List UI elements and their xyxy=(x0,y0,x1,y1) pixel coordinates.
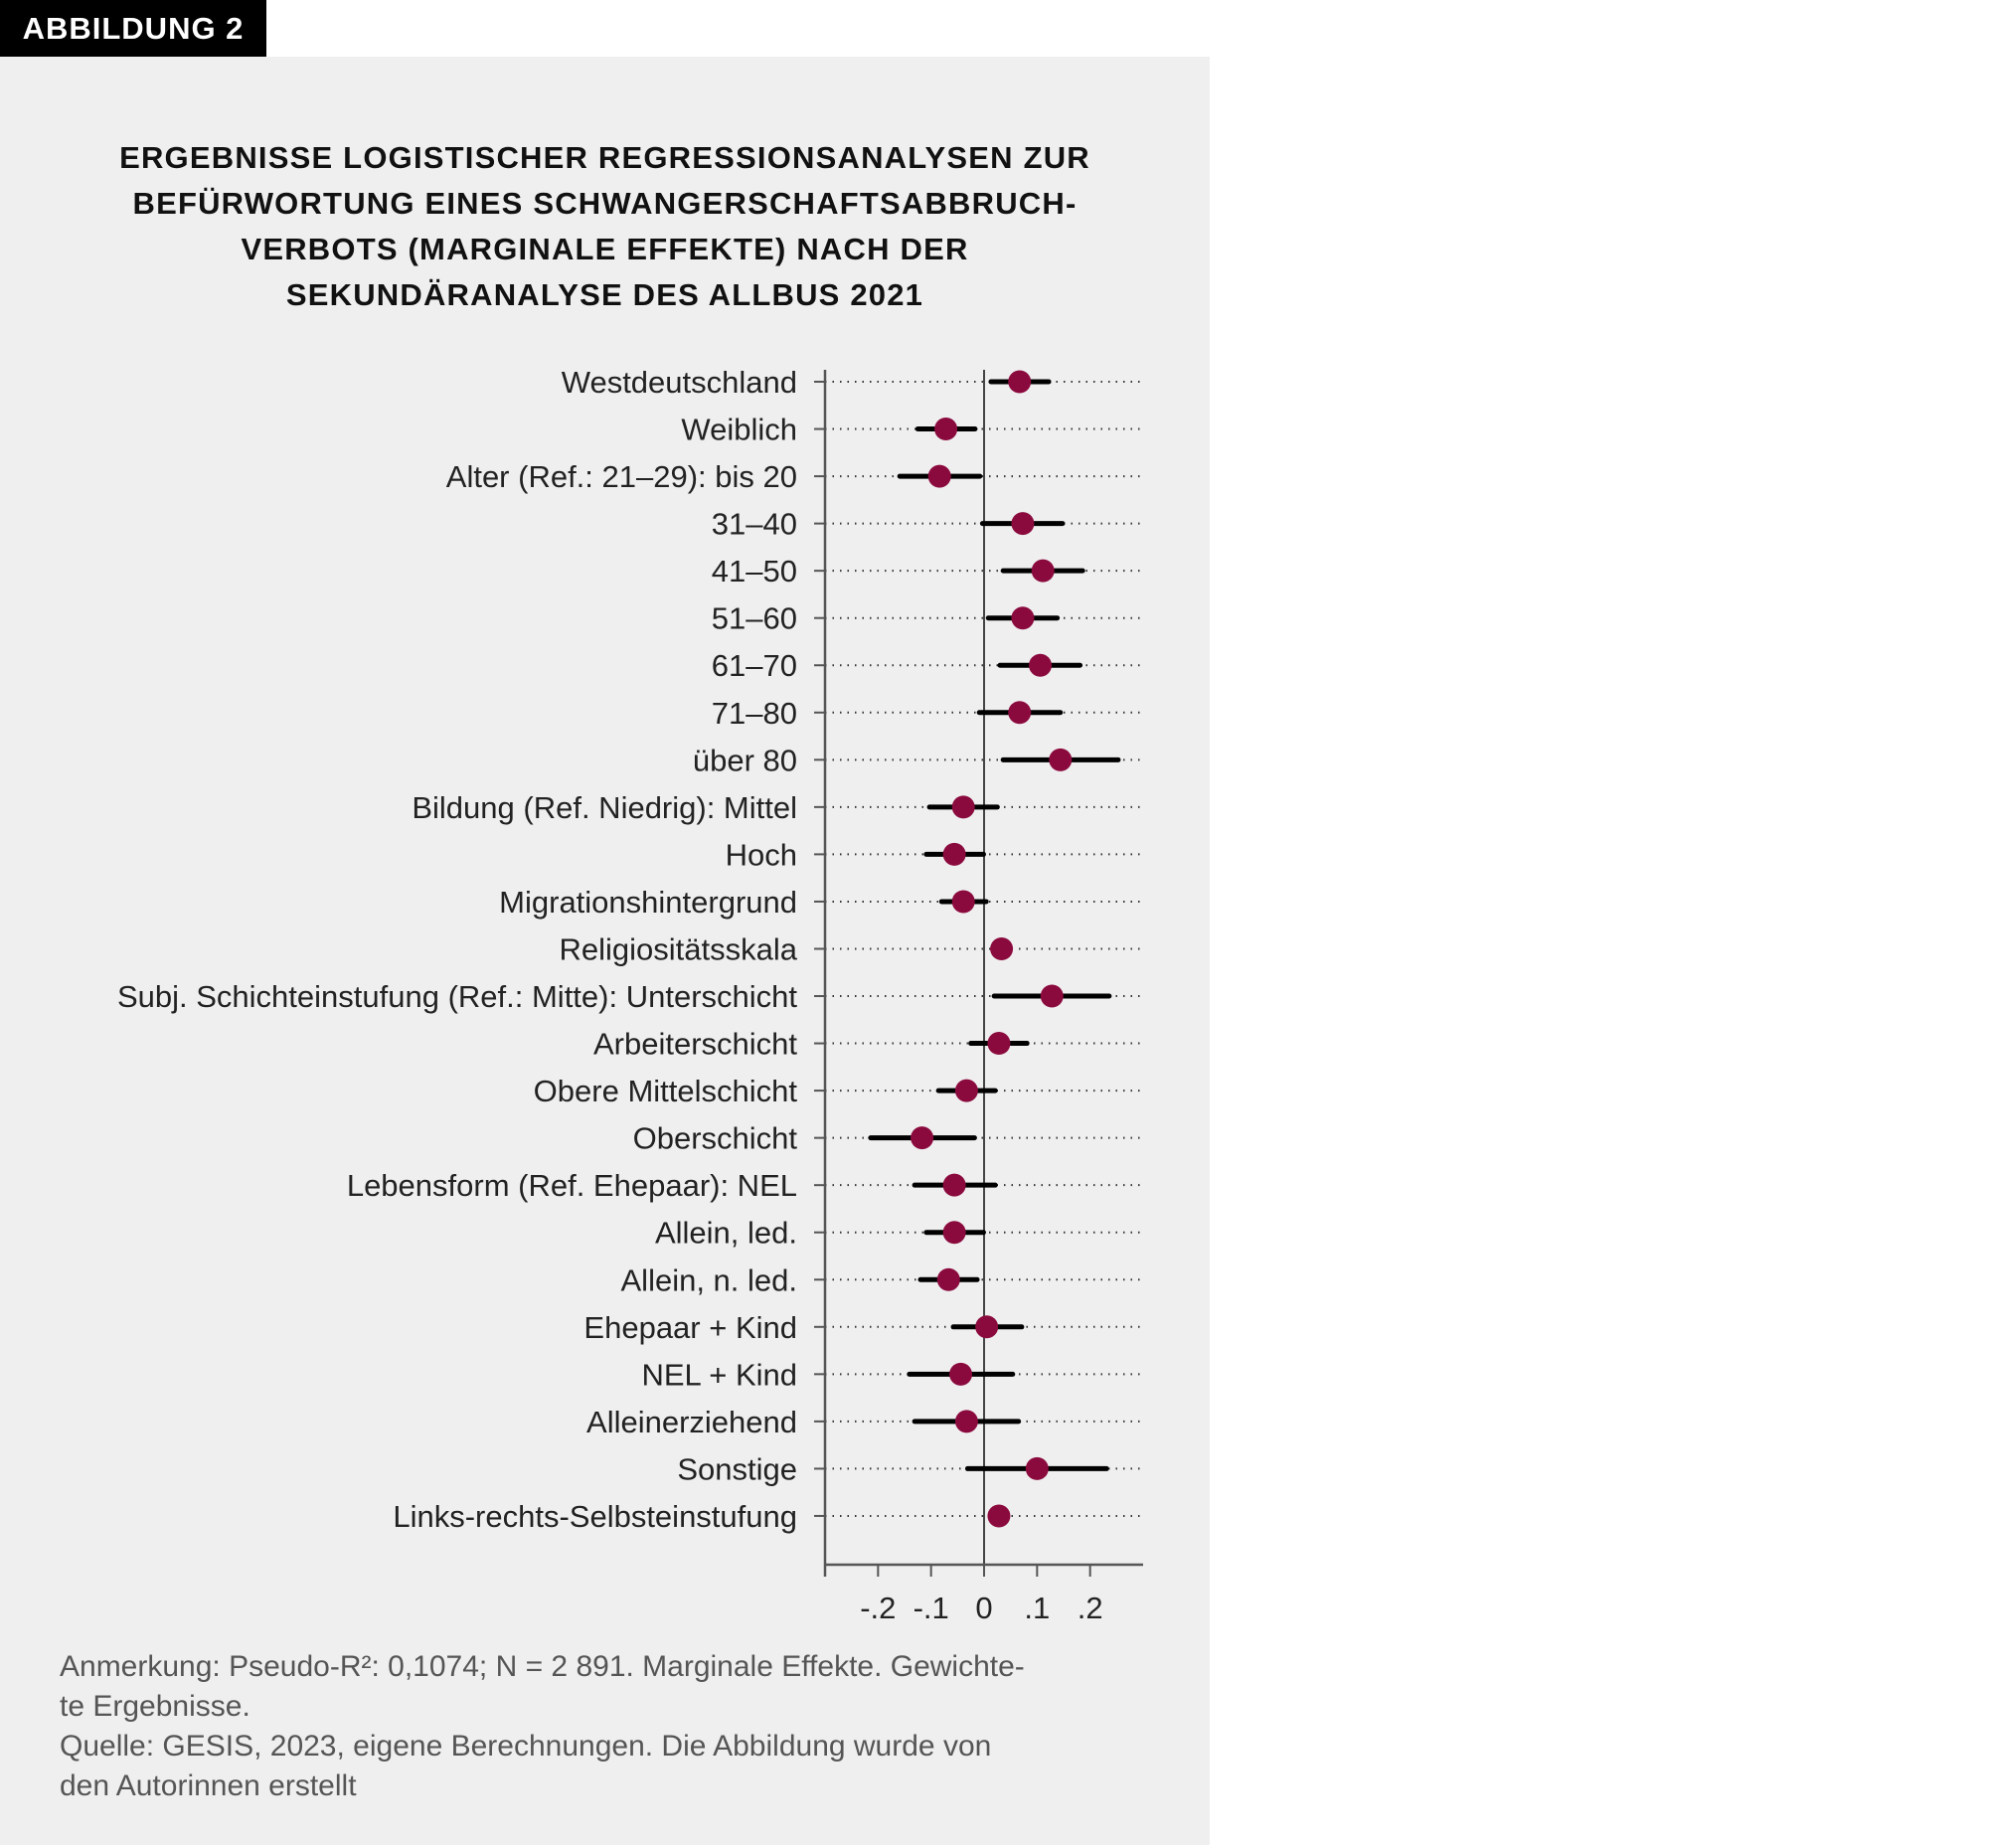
figure-label: ABBILDUNG 2 xyxy=(0,0,266,57)
row-label: Allein, n. led. xyxy=(621,1262,798,1297)
point-estimate xyxy=(987,1504,1011,1528)
row-label: über 80 xyxy=(693,743,797,777)
point-estimate xyxy=(942,1173,966,1197)
point-estimate xyxy=(954,1079,978,1102)
x-tick-label: .2 xyxy=(1078,1591,1103,1625)
point-estimate xyxy=(1031,559,1055,583)
point-estimate xyxy=(951,795,975,819)
title-line: ERGEBNISSE LOGISTISCHER REGRESSIONSANALY… xyxy=(119,140,1090,175)
point-estimate xyxy=(987,1032,1011,1056)
point-estimate xyxy=(1029,653,1053,677)
row-label: Subj. Schichteinstufung (Ref.: Mitte): U… xyxy=(117,979,797,1014)
row-label: 61–70 xyxy=(712,648,797,683)
row-label: Sonstige xyxy=(677,1451,797,1486)
row-label: Ehepaar + Kind xyxy=(583,1310,797,1345)
row-label: 31–40 xyxy=(712,507,797,542)
point-estimate xyxy=(1040,984,1064,1008)
row-label: Westdeutschland xyxy=(562,365,797,400)
row-label: Hoch xyxy=(726,837,797,872)
row-label: Links-rechts-Selbsteinstufung xyxy=(393,1499,797,1534)
point-estimate xyxy=(936,1267,960,1291)
note-line: Anmerkung: Pseudo-R²: 0,1074; N = 2 891.… xyxy=(60,1650,1025,1683)
point-estimate xyxy=(949,1362,973,1386)
chart-note: Anmerkung: Pseudo-R²: 0,1074; N = 2 891.… xyxy=(60,1647,1173,1806)
row-label: Lebensform (Ref. Ehepaar): NEL xyxy=(347,1168,797,1203)
row-label: Oberschicht xyxy=(633,1121,798,1156)
chart-title: ERGEBNISSE LOGISTISCHER REGRESSIONSANALY… xyxy=(60,135,1150,318)
point-estimate xyxy=(911,1126,934,1150)
point-estimate xyxy=(942,842,966,866)
point-estimate xyxy=(1049,748,1073,771)
x-tick-label: -.2 xyxy=(860,1591,896,1625)
title-line: SEKUNDÄRANALYSE DES ALLBUS 2021 xyxy=(285,277,924,312)
row-label: 41–50 xyxy=(712,554,797,588)
row-label: NEL + Kind xyxy=(641,1357,797,1392)
title-line: BEFÜRWORTUNG EINES SCHWANGERSCHAFTSABBRU… xyxy=(132,186,1078,221)
row-label: 51–60 xyxy=(712,601,797,636)
point-estimate xyxy=(1008,701,1032,725)
note-line: te Ergebnisse. xyxy=(60,1690,250,1723)
point-estimate xyxy=(927,464,951,488)
point-estimate xyxy=(934,418,958,441)
note-line: den Autorinnen erstellt xyxy=(60,1769,357,1802)
point-estimate xyxy=(954,1410,978,1433)
row-label: Alleinerziehend xyxy=(586,1405,797,1439)
row-label: Migrationshintergrund xyxy=(499,885,797,920)
row-label: Alter (Ref.: 21–29): bis 20 xyxy=(446,459,797,494)
note-line: Quelle: GESIS, 2023, eigene Berechnungen… xyxy=(60,1730,992,1763)
x-tick-label: .1 xyxy=(1024,1591,1050,1625)
row-label: Obere Mittelschicht xyxy=(534,1074,798,1108)
row-label: Allein, led. xyxy=(655,1216,797,1251)
row-label: Bildung (Ref. Niedrig): Mittel xyxy=(412,790,797,825)
point-estimate xyxy=(942,1221,966,1245)
point-estimate xyxy=(1011,512,1035,536)
point-estimate xyxy=(975,1315,999,1339)
x-tick-label: -.1 xyxy=(913,1591,949,1625)
point-estimate xyxy=(990,936,1014,960)
point-estimate xyxy=(951,890,975,914)
point-estimate xyxy=(1008,370,1032,394)
row-label: Arbeiterschicht xyxy=(593,1027,797,1062)
point-estimate xyxy=(1025,1456,1049,1480)
point-estimate xyxy=(1011,606,1035,630)
row-label: Weiblich xyxy=(681,413,797,447)
title-line: VERBOTS (MARGINALE EFFEKTE) NACH DER xyxy=(241,232,969,266)
x-tick-label: 0 xyxy=(975,1591,992,1625)
row-label: Religiositätsskala xyxy=(560,931,798,966)
row-label: 71–80 xyxy=(712,696,797,731)
